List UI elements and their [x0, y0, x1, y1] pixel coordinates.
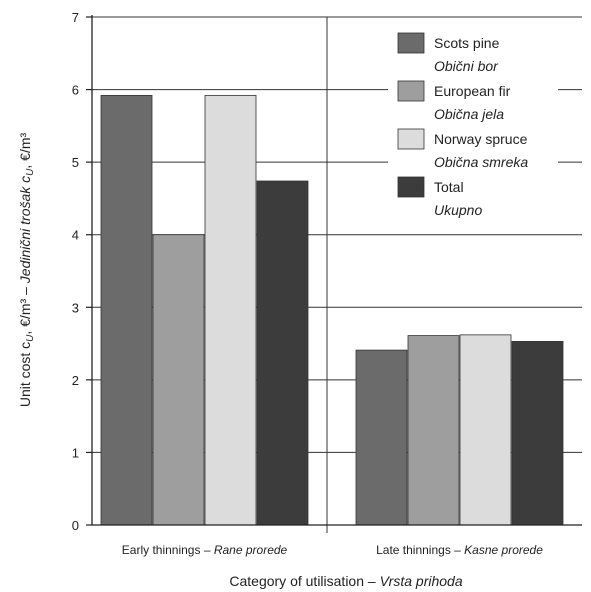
legend-swatch-scots-pine	[397, 32, 425, 54]
bar-total-early-thinnings	[256, 180, 309, 526]
x-category-labels: Early thinnings – Rane prorede Late thinn…	[122, 543, 543, 557]
bar-scots-pine-early-thinnings	[100, 94, 153, 526]
legend-label-total: Total	[434, 179, 464, 195]
y-tick-label-1: 1	[72, 445, 79, 460]
legend-sublabel-european-fir: Obična jela	[434, 106, 504, 122]
legend: Scots pine Obični bor European fir Obična j…	[388, 28, 558, 220]
legend-swatch-total	[397, 176, 425, 198]
axes	[91, 15, 582, 526]
legend-label-norway-spruce: Norway spruce	[434, 131, 528, 147]
y-tick-label-7: 7	[72, 10, 79, 25]
bar-european-fir-early-thinnings	[152, 234, 205, 526]
x-category-label-late-thinnings: Late thinnings – Kasne prorede	[376, 543, 543, 557]
legend-label-scots-pine: Scots pine	[434, 35, 500, 51]
y-tick-label-2: 2	[72, 373, 79, 388]
y-tick-label-5: 5	[72, 155, 79, 170]
bar-total-late-thinnings	[511, 340, 564, 526]
y-tick-labels: 0 1 2 3 4 5 6 7	[72, 10, 92, 533]
y-tick-label-4: 4	[72, 228, 79, 243]
bar-european-fir-late-thinnings	[407, 335, 460, 526]
legend-label-european-fir: European fir	[434, 83, 511, 99]
legend-sublabel-total: Ukupno	[434, 202, 482, 218]
bars	[100, 94, 564, 526]
legend-sublabel-scots-pine: Obični bor	[434, 58, 499, 74]
bar-norway-spruce-early-thinnings	[204, 94, 257, 526]
legend-sublabel-norway-spruce: Obična smreka	[434, 154, 528, 170]
y-tick-label-0: 0	[72, 518, 79, 533]
x-axis-title: Category of utilisation – Vrsta prihoda	[229, 573, 462, 589]
bar-norway-spruce-late-thinnings	[459, 334, 512, 526]
bar-scots-pine-late-thinnings	[355, 349, 408, 526]
y-tick-label-3: 3	[72, 300, 79, 315]
y-tick-label-6: 6	[72, 83, 79, 98]
x-category-label-early-thinnings: Early thinnings – Rane prorede	[122, 543, 288, 557]
legend-swatch-norway-spruce	[397, 128, 425, 150]
y-axis-title: Unit cost cU, €/m³ – Jedinični trošak cU…	[17, 132, 36, 407]
legend-swatch-european-fir	[397, 80, 425, 102]
